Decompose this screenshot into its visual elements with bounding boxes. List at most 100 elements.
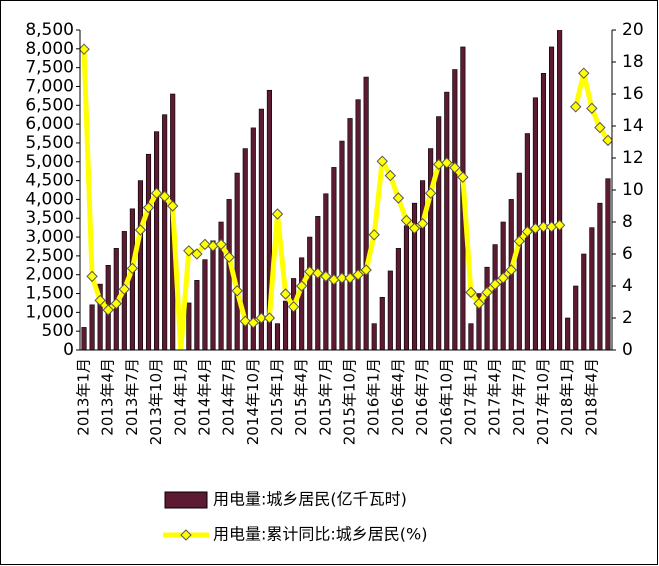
bar: [89, 304, 95, 350]
bar: [565, 317, 571, 350]
y-tick-label: 6,500: [25, 95, 74, 115]
y-tick-label: 8,000: [25, 39, 74, 59]
y-tick-label: 1,500: [25, 284, 74, 304]
marker: [408, 222, 421, 235]
marker: [86, 270, 98, 283]
bar: [597, 202, 603, 350]
bar: [524, 133, 530, 350]
bar: [395, 248, 401, 350]
bar: [452, 69, 458, 350]
bar: [331, 167, 337, 350]
marker: [360, 264, 372, 276]
bar: [371, 323, 377, 350]
marker: [271, 208, 284, 220]
y-tick-label: 2,000: [25, 265, 74, 285]
bar: [363, 76, 369, 350]
marker: [255, 312, 268, 324]
y-tick-label: 7,000: [25, 76, 74, 96]
bar: [339, 140, 345, 350]
marker: [578, 67, 590, 79]
marker: [449, 161, 461, 174]
x-tick-label: 2014年7月: [220, 358, 238, 436]
marker: [158, 190, 171, 203]
bar: [274, 323, 281, 350]
marker: [304, 265, 316, 278]
bar: [266, 89, 272, 350]
marker: [231, 285, 243, 297]
x-tick-label: 2013年1月: [75, 358, 93, 436]
marker: [150, 187, 163, 199]
marker: [94, 294, 106, 307]
marker: [126, 262, 139, 275]
marker: [481, 286, 493, 299]
marker: [287, 301, 300, 313]
y-tick-label: 5,500: [25, 133, 74, 153]
marker: [295, 280, 308, 292]
x-tick-label: 2016年4月: [389, 358, 407, 436]
marker: [102, 304, 114, 316]
x-tick-label: 2015年4月: [292, 358, 310, 436]
bar: [436, 116, 442, 350]
x-tick-label: 2017年1月: [461, 358, 479, 436]
bar: [81, 327, 87, 350]
x-tick-label: 2017年10月: [534, 358, 552, 445]
bar: [476, 293, 482, 350]
marker: [497, 272, 509, 284]
x-tick-label: 2013年10月: [147, 358, 165, 445]
bar: [500, 221, 506, 350]
marker: [392, 192, 405, 204]
y-tick-label: 7,500: [25, 58, 74, 78]
y-tick-label: 500: [42, 321, 74, 341]
y-tick-label: 2,500: [25, 246, 74, 266]
bar: [250, 127, 256, 350]
marker: [521, 225, 534, 238]
marker: [602, 134, 612, 147]
marker: [594, 121, 606, 134]
marker: [465, 286, 477, 299]
y-tick-label: 3,000: [25, 227, 74, 247]
marker: [553, 219, 566, 231]
bar: [468, 323, 474, 350]
bar: [226, 199, 232, 350]
marker: [239, 315, 251, 327]
y2-tick-label: 8: [622, 212, 633, 232]
y-tick-label: 1,000: [25, 302, 74, 322]
marker: [570, 101, 582, 113]
legend-swatch: [164, 491, 208, 509]
bar: [605, 178, 611, 350]
bar: [145, 153, 152, 350]
bar: [258, 108, 264, 350]
bar: [282, 300, 289, 350]
bar: [557, 30, 563, 350]
marker: [376, 155, 388, 167]
bar: [129, 208, 135, 350]
marker: [424, 187, 437, 199]
bar: [540, 72, 547, 350]
marker: [586, 102, 598, 115]
marker: [537, 221, 550, 233]
marker: [166, 200, 179, 212]
marker: [247, 317, 260, 329]
bar: [492, 244, 498, 350]
bar: [162, 114, 168, 350]
marker: [118, 283, 131, 295]
bar: [355, 99, 361, 350]
bar: [242, 148, 248, 350]
bar: [194, 280, 200, 350]
legend-label: 用电量:累计同比:城乡居民(%): [213, 525, 427, 544]
x-tick-label: 2016年10月: [437, 358, 455, 445]
marker: [344, 272, 356, 284]
bar: [516, 172, 522, 350]
legend-label: 用电量:城乡居民(亿千瓦时): [213, 490, 407, 509]
bar: [428, 148, 434, 350]
y-tick-label: 4,500: [25, 171, 74, 191]
x-tick-label: 2015年7月: [316, 358, 334, 436]
bar: [420, 180, 426, 350]
y-tick-label: 3,500: [25, 208, 74, 228]
bar: [307, 236, 313, 350]
y2-tick-label: 4: [622, 276, 633, 296]
bar: [234, 172, 240, 350]
marker: [457, 171, 469, 183]
bar: [154, 131, 160, 350]
